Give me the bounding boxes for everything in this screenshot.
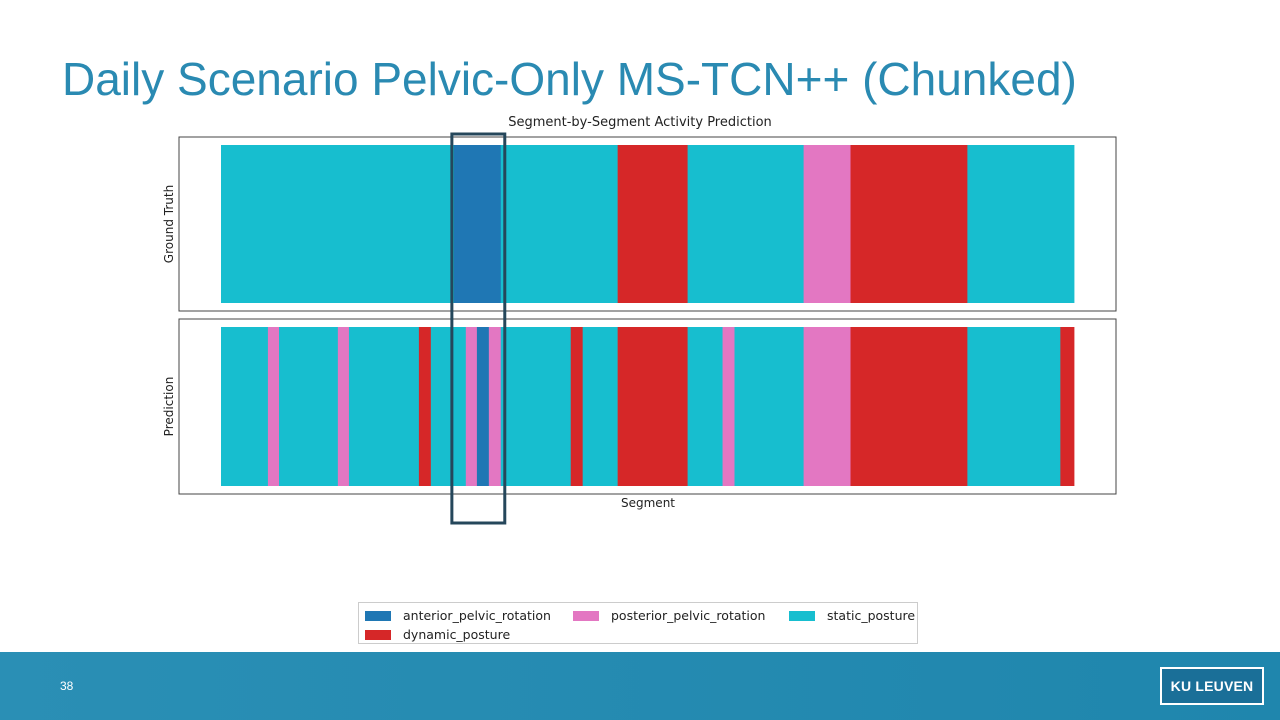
segment-static-posture <box>500 327 572 486</box>
x-axis-label: Segment <box>621 496 675 510</box>
segment-dynamic-posture <box>418 327 432 486</box>
segment-anterior-pelvic-rotation <box>453 145 502 303</box>
segment-posterior-pelvic-rotation <box>722 327 735 486</box>
footer-bar: 38 KU LEUVEN <box>0 652 1280 720</box>
segment-static-posture <box>582 327 619 486</box>
segment-static-posture <box>687 327 723 486</box>
segment-dynamic-posture <box>850 145 968 303</box>
y-axis-label-ground-truth: Ground Truth <box>162 185 176 263</box>
slide-title: Daily Scenario Pelvic-Only MS-TCN++ (Chu… <box>62 53 1077 105</box>
segment-posterior-pelvic-rotation <box>267 327 280 486</box>
segment-anterior-pelvic-rotation <box>476 327 490 486</box>
segment-static-posture <box>967 145 1075 303</box>
legend-label-posterior: posterior_pelvic_rotation <box>611 608 766 623</box>
segment-static-posture <box>348 327 420 486</box>
segment-dynamic-posture <box>617 327 688 486</box>
legend-label-dynamic: dynamic_posture <box>403 627 511 642</box>
legend-item-posterior: posterior_pelvic_rotation <box>573 608 765 623</box>
segment-static-posture <box>279 327 339 486</box>
legend-item-static: static_posture <box>789 608 915 623</box>
segment-posterior-pelvic-rotation <box>465 327 478 486</box>
legend-swatch-dynamic <box>365 629 391 640</box>
segment-static-posture <box>967 327 1061 486</box>
ku-leuven-logo: KU LEUVEN <box>1160 667 1264 705</box>
chart-legend: anterior_pelvic_rotation posterior_pelvi… <box>358 602 918 644</box>
segment-static-posture <box>734 327 804 486</box>
segment-dynamic-posture <box>617 145 688 303</box>
legend-swatch-static <box>789 610 815 621</box>
legend-label-anterior: anterior_pelvic_rotation <box>403 608 551 623</box>
chart-title: Segment-by-Segment Activity Prediction <box>508 115 772 130</box>
axes-frame <box>178 136 1117 312</box>
legend-swatch-posterior <box>573 610 599 621</box>
segment-posterior-pelvic-rotation <box>488 327 502 486</box>
highlight-box <box>450 132 507 525</box>
segment-posterior-pelvic-rotation <box>803 145 851 303</box>
legend-swatch-anterior <box>365 610 391 621</box>
segment-dynamic-posture <box>570 327 584 486</box>
segment-static-posture <box>500 145 619 303</box>
legend-item-dynamic: dynamic_posture <box>365 627 510 642</box>
panel-ground-truth: Ground Truth <box>162 136 1117 312</box>
axes-frame <box>178 318 1117 495</box>
legend-label-static: static_posture <box>827 608 916 623</box>
segment-posterior-pelvic-rotation <box>337 327 350 486</box>
y-axis-label-prediction: Prediction <box>162 377 176 437</box>
legend-item-anterior: anterior_pelvic_rotation <box>365 608 551 623</box>
panel-prediction: Prediction <box>162 318 1117 495</box>
page-number: 38 <box>60 679 74 693</box>
segment-static-posture <box>687 145 804 303</box>
segment-posterior-pelvic-rotation <box>803 327 851 486</box>
segment-static-posture <box>221 327 269 486</box>
segment-dynamic-posture <box>1060 327 1075 486</box>
segment-static-posture <box>221 145 455 303</box>
segment-dynamic-posture <box>850 327 968 486</box>
segment-static-posture <box>430 327 467 486</box>
segment-chart: Segment-by-Segment Activity Prediction G… <box>162 115 1117 525</box>
logo-text: KU LEUVEN <box>1170 678 1254 694</box>
